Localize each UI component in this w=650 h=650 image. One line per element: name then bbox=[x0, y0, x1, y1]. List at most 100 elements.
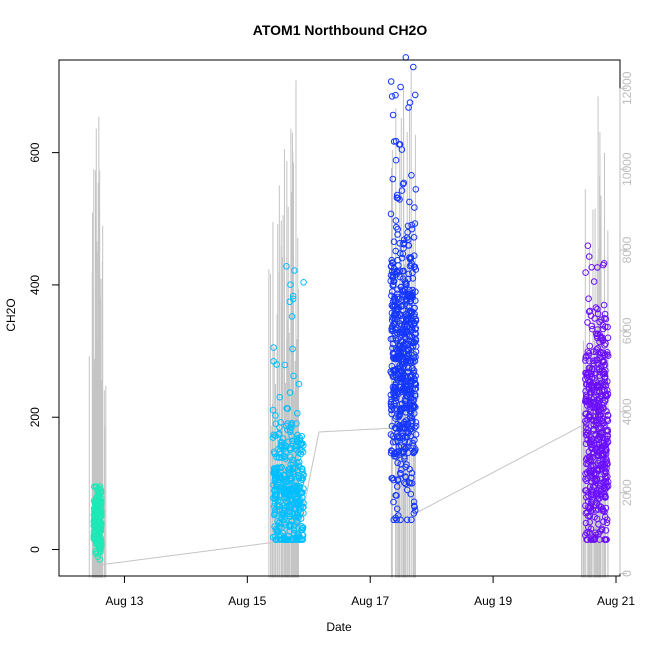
data-point bbox=[592, 506, 600, 514]
data-point bbox=[585, 308, 593, 316]
data-point bbox=[272, 420, 280, 428]
data-point bbox=[97, 528, 105, 535]
data-point bbox=[392, 355, 400, 363]
data-point bbox=[403, 281, 410, 288]
data-point bbox=[299, 532, 307, 539]
data-point bbox=[400, 363, 407, 371]
data-point bbox=[282, 521, 290, 529]
data-point bbox=[292, 505, 299, 513]
data-point bbox=[400, 267, 407, 275]
data-point bbox=[94, 508, 101, 515]
data-point bbox=[598, 401, 606, 409]
data-point bbox=[588, 500, 595, 508]
data-point bbox=[409, 289, 416, 297]
data-point bbox=[269, 533, 277, 541]
data-point bbox=[393, 373, 400, 381]
data-point bbox=[405, 346, 412, 353]
data-point bbox=[278, 454, 285, 461]
data-point bbox=[583, 536, 591, 543]
data-point bbox=[272, 509, 279, 516]
data-point bbox=[283, 536, 291, 543]
data-point bbox=[595, 489, 602, 496]
data-point bbox=[300, 279, 307, 286]
data-point bbox=[270, 481, 277, 489]
data-point bbox=[296, 442, 304, 449]
y2-tick-label: 10000 bbox=[620, 152, 634, 186]
data-point bbox=[272, 412, 279, 419]
data-point bbox=[412, 330, 420, 338]
data-point bbox=[588, 322, 596, 330]
data-point bbox=[393, 505, 401, 513]
data-point bbox=[412, 288, 419, 296]
data-point bbox=[396, 196, 403, 203]
data-point bbox=[298, 476, 306, 484]
data-point bbox=[270, 358, 277, 365]
data-point bbox=[588, 536, 595, 543]
data-point bbox=[590, 449, 597, 457]
data-point bbox=[398, 378, 405, 386]
data-point bbox=[583, 431, 591, 439]
data-point bbox=[97, 545, 105, 553]
data-point bbox=[582, 519, 590, 527]
data-point bbox=[394, 459, 401, 467]
data-point bbox=[411, 410, 418, 417]
data-point bbox=[586, 307, 594, 315]
data-point bbox=[92, 532, 99, 539]
data-point bbox=[412, 422, 420, 430]
data-point bbox=[402, 480, 409, 488]
data-point bbox=[387, 78, 395, 85]
data-point bbox=[601, 375, 609, 382]
data-point bbox=[284, 426, 291, 434]
data-point bbox=[591, 374, 599, 382]
data-point bbox=[397, 460, 405, 468]
data-point bbox=[402, 409, 410, 416]
data-point bbox=[288, 495, 296, 503]
data-point bbox=[599, 505, 606, 513]
data-point bbox=[598, 525, 606, 533]
data-point bbox=[591, 404, 599, 411]
data-point bbox=[388, 93, 396, 100]
data-point bbox=[285, 501, 293, 509]
data-point bbox=[585, 454, 593, 462]
data-point bbox=[410, 63, 417, 71]
data-point bbox=[409, 275, 417, 282]
data-point bbox=[600, 518, 607, 525]
data-point bbox=[391, 294, 399, 301]
data-point bbox=[387, 210, 395, 218]
data-point bbox=[600, 260, 608, 267]
data-point bbox=[582, 357, 589, 364]
data-point bbox=[403, 443, 410, 451]
data-point bbox=[586, 342, 594, 350]
data-point bbox=[412, 403, 419, 411]
data-point bbox=[280, 475, 288, 483]
y-tick-label: 600 bbox=[28, 142, 42, 162]
data-point bbox=[599, 334, 606, 342]
data-point bbox=[274, 497, 282, 505]
data-point bbox=[597, 348, 604, 356]
data-point bbox=[278, 443, 286, 450]
data-point bbox=[94, 538, 102, 546]
data-point bbox=[393, 405, 401, 413]
data-point bbox=[396, 421, 403, 429]
data-point bbox=[286, 389, 294, 396]
data-point bbox=[586, 413, 593, 421]
data-point bbox=[412, 419, 420, 426]
data-point bbox=[604, 483, 612, 490]
data-point bbox=[393, 492, 400, 499]
data-point bbox=[390, 268, 398, 276]
data-point bbox=[273, 361, 281, 368]
data-point bbox=[293, 482, 300, 490]
data-point bbox=[397, 401, 404, 408]
data-point bbox=[289, 345, 296, 353]
data-point bbox=[389, 432, 397, 440]
data-point bbox=[601, 442, 608, 449]
data-point bbox=[590, 439, 598, 447]
data-point bbox=[298, 440, 305, 448]
data-point bbox=[401, 323, 409, 331]
data-point bbox=[399, 180, 407, 188]
data-point bbox=[601, 352, 608, 359]
data-point bbox=[598, 316, 605, 324]
data-point bbox=[390, 498, 397, 506]
data-point bbox=[298, 523, 306, 530]
data-point bbox=[602, 527, 610, 534]
